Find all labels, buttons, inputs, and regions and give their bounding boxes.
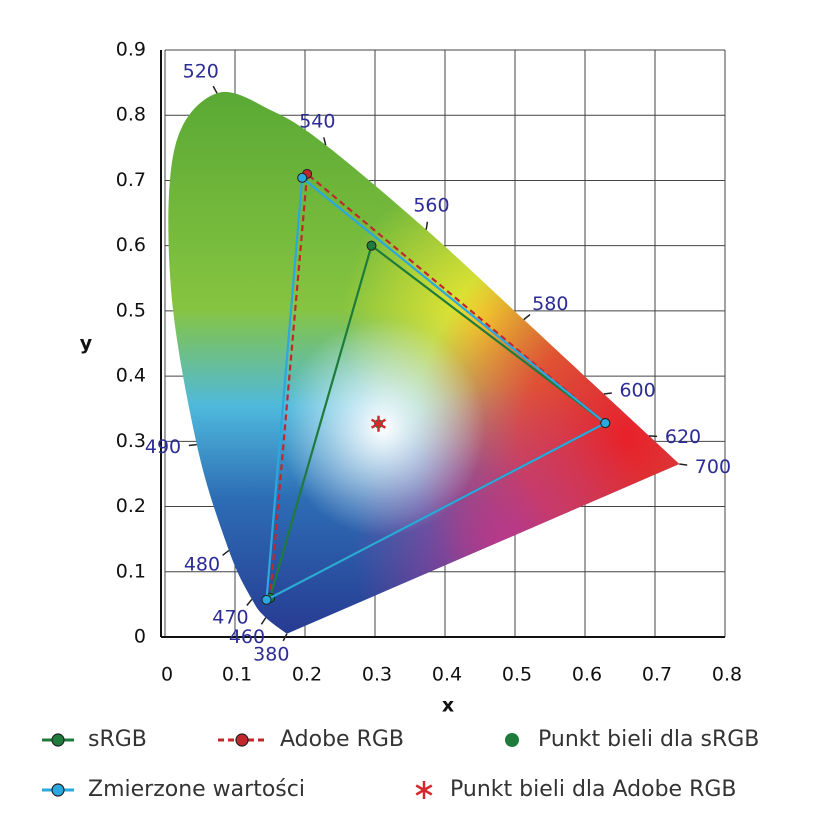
plot	[261, 168, 611, 605]
legend-marker	[505, 733, 519, 747]
y-tick-label: 0.2	[116, 495, 146, 517]
y-tick-label: 0	[134, 626, 146, 648]
legend: sRGB Adobe RGB Punkt bieli dla sRGB Zmierzo…	[42, 727, 759, 802]
locus-tick	[323, 137, 327, 146]
wavelength-label: 470	[212, 606, 248, 628]
x-tick-label: 0.1	[222, 664, 252, 686]
legend-label: Punkt bieli dla Adobe RGB	[450, 777, 737, 802]
y-tick-label: 0.1	[116, 560, 146, 582]
y-tick-label: 0.8	[116, 104, 146, 126]
wavelength-label: 520	[183, 61, 219, 83]
locus-shading	[168, 91, 680, 634]
wavelength-label: 560	[413, 194, 449, 216]
locus-tick	[188, 443, 197, 447]
gamut-line	[265, 175, 608, 602]
gamut-vertex	[297, 172, 308, 183]
asterisk-stroke	[415, 784, 433, 796]
x-tick-label: 0.3	[362, 664, 392, 686]
x-tick-label: 0.8	[712, 664, 742, 686]
legend-label: Punkt bieli dla sRGB	[538, 727, 759, 752]
y-tick-label: 0.4	[116, 365, 146, 387]
locus-tick	[523, 314, 531, 321]
wavelength-label: 540	[299, 110, 335, 132]
asterisk-stroke	[370, 418, 387, 429]
y-tick-label: 0.9	[116, 39, 146, 61]
x-tick-label: 0.7	[642, 664, 672, 686]
legend-label: Adobe RGB	[280, 727, 404, 752]
locus-tick	[603, 392, 612, 395]
locus-tick	[222, 549, 230, 556]
wavelength-label: 490	[145, 436, 181, 458]
locus-tick	[425, 221, 429, 230]
legend-marker	[415, 781, 433, 799]
wavelength-label: 600	[619, 379, 655, 401]
y-tick-label: 0.7	[116, 169, 146, 191]
gamut-vertex	[600, 418, 611, 429]
wavelength-label: 620	[665, 426, 701, 448]
wavelength-label: 380	[253, 644, 289, 666]
legend-marker	[235, 733, 249, 747]
legend-label: sRGB	[88, 727, 147, 752]
wavelength-label: 460	[229, 626, 265, 648]
gamut-vertex	[261, 594, 272, 605]
legend-marker	[51, 733, 65, 747]
y-axis-label: y	[80, 333, 93, 355]
wavelength-label: 480	[184, 554, 220, 576]
y-tick-label: 0.3	[116, 430, 146, 452]
y-tick-label: 0.5	[116, 299, 146, 321]
locus-tick	[260, 617, 267, 625]
gamut-vertex	[366, 240, 377, 251]
x-tick-label: 0	[161, 664, 173, 686]
locus-tick	[212, 85, 218, 94]
x-tick-label: 0.5	[502, 664, 532, 686]
x-tick-label: 0.2	[292, 664, 322, 686]
locus-tick	[246, 598, 253, 606]
wavelength-label: 580	[532, 293, 568, 315]
white-point	[370, 415, 387, 432]
x-tick-label: 0.6	[572, 664, 602, 686]
legend-label: Zmierzone wartości	[88, 777, 305, 802]
wavelength-label: 700	[695, 456, 731, 478]
x-tick-label: 0.4	[432, 664, 462, 686]
legend-marker	[51, 783, 65, 797]
locus-tick	[679, 463, 688, 466]
locus-tick	[282, 633, 288, 642]
x-axis-label: x	[442, 695, 454, 717]
y-tick-label: 0.6	[116, 234, 146, 256]
